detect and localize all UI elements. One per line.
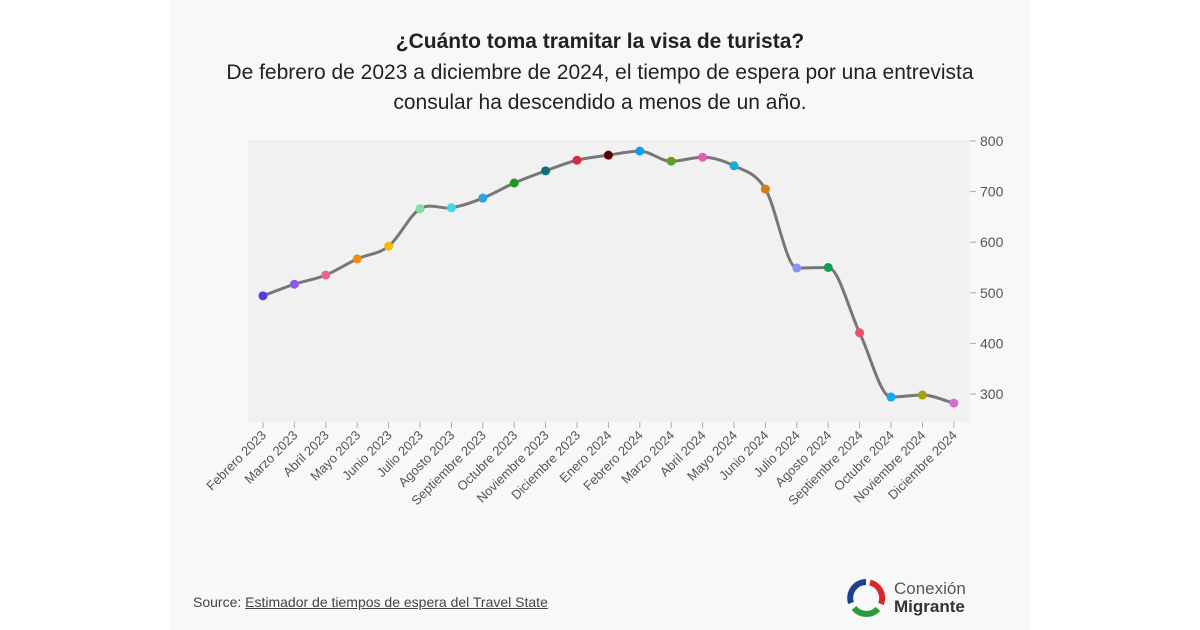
data-point xyxy=(446,203,456,213)
data-point xyxy=(258,291,268,301)
y-tick-label: 800 xyxy=(980,133,1004,149)
data-point xyxy=(572,155,582,165)
source-prefix: Source: xyxy=(193,594,246,610)
source-link[interactable]: Estimador de tiempos de espera del Trave… xyxy=(245,594,548,610)
data-point xyxy=(886,392,896,402)
chart-title: ¿Cuánto toma tramitar la visa de turista… xyxy=(395,30,805,53)
y-tick-label: 300 xyxy=(980,386,1004,402)
data-point xyxy=(352,254,362,264)
data-point xyxy=(760,184,770,194)
data-point xyxy=(478,193,488,203)
y-tick-label: 400 xyxy=(980,335,1004,351)
data-point xyxy=(603,150,613,160)
y-tick-label: 700 xyxy=(980,184,1004,200)
data-point xyxy=(855,328,865,338)
data-point xyxy=(289,279,299,289)
data-point xyxy=(384,241,394,251)
source-note: Source: Estimador de tiempos de espera d… xyxy=(193,594,548,610)
data-point xyxy=(635,146,645,156)
y-tick-label: 600 xyxy=(980,234,1004,250)
logo-line-2: Migrante xyxy=(894,597,965,616)
data-point xyxy=(949,398,959,408)
data-point xyxy=(792,263,802,273)
logo-ring-icon xyxy=(847,579,886,617)
data-point xyxy=(917,390,927,400)
logo: Conexión Migrante xyxy=(846,578,966,618)
chart-card: ¿Cuánto toma tramitar la visa de turista… xyxy=(170,0,1030,630)
chart-subtitle: De febrero de 2023 a diciembre de 2024, … xyxy=(226,61,974,114)
logo-line-1: Conexión xyxy=(894,579,966,598)
data-point xyxy=(666,156,676,166)
data-point xyxy=(823,263,833,272)
plot-area xyxy=(248,140,970,422)
data-point xyxy=(541,166,551,176)
data-point xyxy=(415,204,425,214)
y-tick-label: 500 xyxy=(980,285,1004,301)
data-point xyxy=(698,152,708,162)
data-point xyxy=(321,270,331,280)
data-point xyxy=(729,161,739,171)
data-point xyxy=(509,178,519,188)
